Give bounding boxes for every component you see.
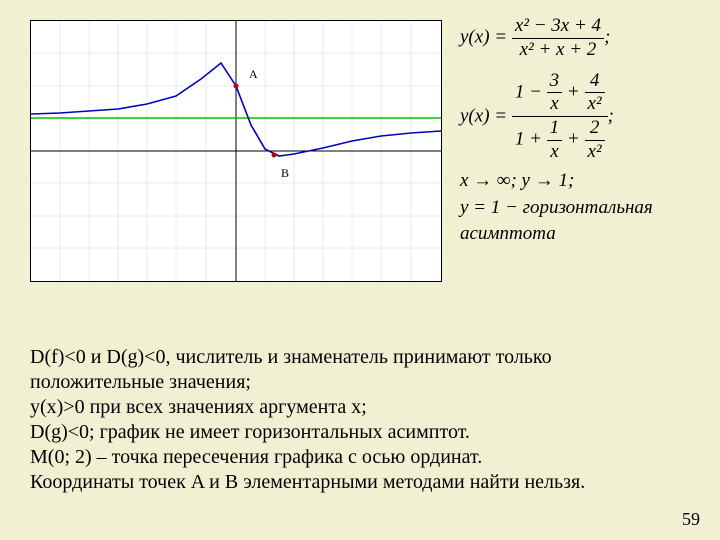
- eq1-lhs: y(x) =: [460, 27, 507, 48]
- body-text-block: D(f)<0 и D(g)<0, числитель и знаменатель…: [30, 345, 690, 495]
- limit-line: x → ∞; y → 1;: [460, 170, 710, 193]
- formula-block: y(x) = x² − 3x + 4 x² + x + 2 ; y(x) = 1…: [460, 15, 710, 250]
- formula-2: y(x) = 1 − 3x + 4x² 1 + 1x + 2x² ;: [460, 70, 710, 164]
- point-b-label: B: [281, 166, 289, 181]
- body-line-1: D(f)<0 и D(g)<0, числитель и знаменатель…: [30, 345, 690, 370]
- eq1-num: x² − 3x + 4: [512, 15, 604, 39]
- page-number: 59: [682, 509, 700, 530]
- asymptote-line-2: асимптота: [460, 223, 710, 246]
- asymptote-line-1: y = 1 − горизонтальная: [460, 197, 710, 220]
- body-line-4: D(g)<0; график не имеет горизонтальных а…: [30, 420, 690, 445]
- body-line-3: y(x)>0 при всех значениях аргумента x;: [30, 395, 690, 420]
- function-chart: A B: [30, 20, 442, 282]
- body-line-5: M(0; 2) – точка пересечения графика с ос…: [30, 445, 690, 470]
- eq2-lhs: y(x) =: [460, 105, 507, 126]
- point-a-label: A: [249, 67, 258, 82]
- body-line-6: Координаты точек A и B элементарными мет…: [30, 470, 690, 495]
- body-line-2: положительные значения;: [30, 370, 690, 395]
- eq1-den: x² + x + 2: [512, 39, 604, 62]
- formula-1: y(x) = x² − 3x + 4 x² + x + 2 ;: [460, 15, 710, 62]
- chart-svg: [31, 21, 441, 281]
